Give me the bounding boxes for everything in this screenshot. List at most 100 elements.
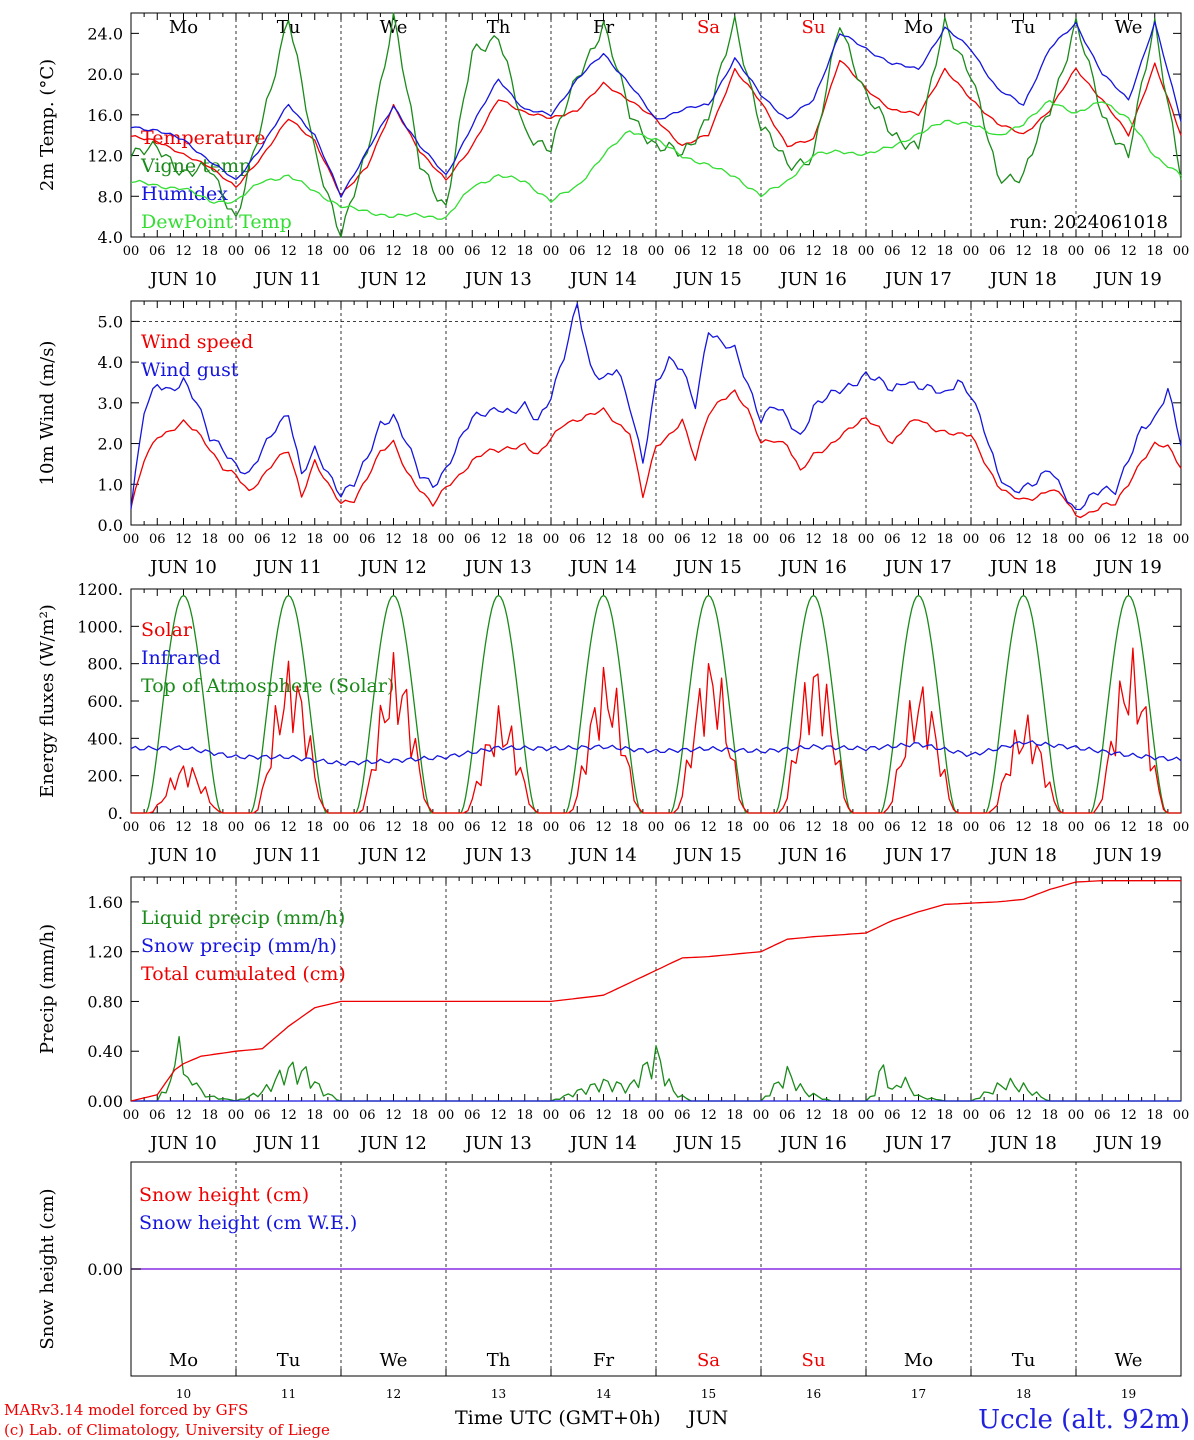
hour-tick-label: 06 bbox=[254, 532, 271, 547]
hour-tick-label: 06 bbox=[884, 244, 901, 259]
hour-tick-label: 18 bbox=[831, 244, 848, 259]
hour-tick-label: 06 bbox=[254, 244, 271, 259]
series-infrared-line bbox=[130, 740, 1182, 766]
hour-tick-label: 00 bbox=[1068, 1108, 1085, 1123]
time-axis-label: Time UTC (GMT+0h) bbox=[455, 1407, 661, 1429]
hour-tick-label: 12 bbox=[280, 532, 297, 547]
hour-tick-label: 00 bbox=[963, 1108, 980, 1123]
day-label: JUN 12 bbox=[358, 1133, 427, 1154]
hour-tick-label: 18 bbox=[411, 820, 428, 835]
hour-tick-label: 18 bbox=[516, 244, 533, 259]
hour-tick-label: 18 bbox=[516, 1108, 533, 1123]
hour-tick-label: 06 bbox=[989, 244, 1006, 259]
hour-tick-label: 00 bbox=[753, 532, 770, 547]
day-label: JUN 12 bbox=[358, 557, 427, 578]
hour-tick-label: 18 bbox=[726, 1108, 743, 1123]
hour-tick-label: 12 bbox=[1120, 532, 1137, 547]
hour-tick-label: 00 bbox=[753, 820, 770, 835]
hour-tick-label: 06 bbox=[674, 820, 691, 835]
series-wind-gustline bbox=[130, 302, 1182, 511]
hour-tick-label: 06 bbox=[779, 820, 796, 835]
hour-tick-label: 18 bbox=[201, 820, 218, 835]
hour-tick-label: 12 bbox=[595, 244, 612, 259]
location-label: Uccle (alt. 92m) bbox=[978, 1405, 1190, 1435]
day-label: JUN 15 bbox=[673, 845, 742, 866]
hour-tick-label: 12 bbox=[595, 1108, 612, 1123]
legend-solar: Solar bbox=[141, 619, 193, 641]
day-number-label: 12 bbox=[386, 1387, 401, 1401]
day-label: JUN 10 bbox=[148, 845, 217, 866]
y-tick-label: 0. bbox=[108, 804, 123, 823]
hour-tick-label: 00 bbox=[438, 244, 455, 259]
day-label: JUN 13 bbox=[463, 269, 532, 290]
weekday-label: Sa bbox=[697, 1350, 720, 1371]
y-tick-label: 2.0 bbox=[98, 435, 123, 454]
hour-tick-label: 12 bbox=[700, 1108, 717, 1123]
hour-tick-label: 12 bbox=[910, 244, 927, 259]
hour-tick-label: 18 bbox=[306, 244, 323, 259]
legend-total-cumulated: Total cumulated (cm) bbox=[141, 963, 346, 985]
hour-tick-label: 00 bbox=[438, 532, 455, 547]
y-tick-label: 0.00 bbox=[87, 1260, 123, 1279]
day-label: JUN 18 bbox=[988, 845, 1057, 866]
hour-tick-label: 06 bbox=[254, 820, 271, 835]
hour-tick-label: 00 bbox=[333, 1108, 350, 1123]
hour-tick-label: 06 bbox=[674, 1108, 691, 1123]
hour-tick-label: 12 bbox=[910, 1108, 927, 1123]
y-tick-label: 4.0 bbox=[98, 228, 123, 247]
hour-tick-label: 12 bbox=[595, 820, 612, 835]
run-label: run: 2024061018 bbox=[1010, 212, 1168, 233]
month-label: JUN bbox=[686, 1407, 728, 1429]
hour-tick-label: 00 bbox=[648, 1108, 665, 1123]
y-tick-label: 16.0 bbox=[87, 106, 123, 125]
hour-tick-label: 12 bbox=[595, 532, 612, 547]
y-tick-label: 1.20 bbox=[87, 943, 123, 962]
hour-tick-label: 00 bbox=[543, 244, 560, 259]
hour-tick-label: 18 bbox=[936, 1108, 953, 1123]
hour-tick-label: 18 bbox=[1041, 532, 1058, 547]
legend-snow-height: Snow height (cm) bbox=[139, 1184, 309, 1206]
day-number-label: 15 bbox=[701, 1387, 716, 1401]
day-label: JUN 11 bbox=[253, 845, 322, 866]
hour-tick-label: 12 bbox=[910, 532, 927, 547]
day-number-label: 14 bbox=[596, 1387, 612, 1401]
hour-tick-label: 00 bbox=[1173, 244, 1190, 259]
day-number-label: 18 bbox=[1016, 1387, 1031, 1401]
hour-tick-label: 18 bbox=[1146, 820, 1163, 835]
day-label: JUN 17 bbox=[883, 557, 952, 578]
temperature-y-label: 2m Temp. (°C) bbox=[37, 59, 58, 191]
hour-tick-label: 12 bbox=[1015, 820, 1032, 835]
hour-tick-label: 12 bbox=[490, 244, 507, 259]
hour-tick-label: 18 bbox=[936, 820, 953, 835]
hour-tick-label: 18 bbox=[201, 244, 218, 259]
hour-tick-label: 06 bbox=[569, 244, 586, 259]
hour-tick-label: 06 bbox=[254, 1108, 271, 1123]
hour-tick-label: 00 bbox=[963, 244, 980, 259]
hour-tick-label: 00 bbox=[1068, 820, 1085, 835]
hour-tick-label: 06 bbox=[149, 1108, 166, 1123]
hour-tick-label: 12 bbox=[1015, 1108, 1032, 1123]
hour-tick-label: 18 bbox=[1146, 1108, 1163, 1123]
lab-credit: (c) Lab. of Climatology, University of L… bbox=[4, 1421, 330, 1439]
hour-tick-label: 18 bbox=[621, 244, 638, 259]
day-label: JUN 19 bbox=[1093, 1133, 1162, 1154]
day-number-label: 11 bbox=[281, 1387, 296, 1401]
hour-tick-label: 00 bbox=[963, 820, 980, 835]
hour-tick-label: 00 bbox=[543, 532, 560, 547]
series-humidexline bbox=[130, 21, 1182, 198]
hour-tick-label: 06 bbox=[359, 244, 376, 259]
hour-tick-label: 00 bbox=[228, 244, 245, 259]
hour-tick-label: 00 bbox=[858, 244, 875, 259]
legend-vigne-temp: Vigne temp bbox=[140, 155, 251, 177]
day-label: JUN 14 bbox=[568, 845, 637, 866]
hour-tick-label: 18 bbox=[621, 532, 638, 547]
day-number-label: 19 bbox=[1121, 1387, 1136, 1401]
hour-tick-label: 00 bbox=[333, 244, 350, 259]
legend-snow-height-we: Snow height (cm W.E.) bbox=[139, 1212, 357, 1234]
snow-panel: 0.00 Mo Tu We Th Fr Sa Su Mo Tu We Snow height (cm… bbox=[37, 1161, 1182, 1401]
hour-tick-label: 06 bbox=[464, 244, 481, 259]
weekday-label: We bbox=[380, 1350, 408, 1371]
hour-tick-label: 12 bbox=[910, 820, 927, 835]
precip-panel: 0.00 0.40 0.80 1.20 1.60 00 06 12 18 JUN 10 00 06 12… bbox=[37, 876, 1189, 1154]
